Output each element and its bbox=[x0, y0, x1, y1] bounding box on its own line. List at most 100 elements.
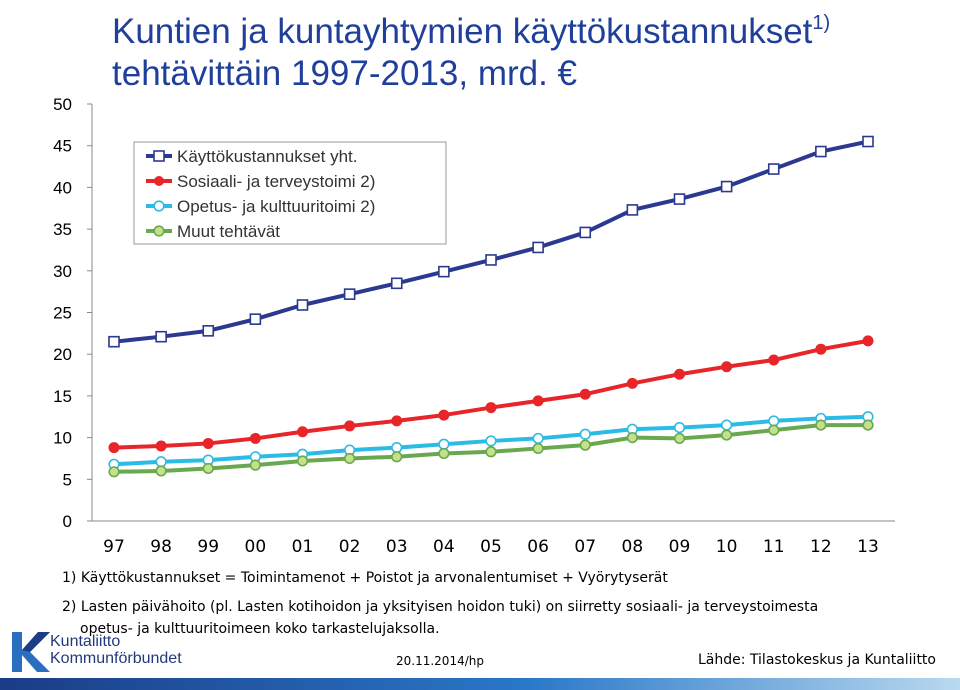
x-tick-label: 97 bbox=[103, 537, 125, 557]
y-tick-label: 45 bbox=[53, 137, 72, 156]
data-point bbox=[344, 420, 356, 432]
logo-line1: Kuntaliitto bbox=[50, 633, 121, 650]
x-tick-label: 10 bbox=[716, 537, 738, 557]
y-tick-label: 20 bbox=[53, 345, 72, 364]
data-point bbox=[720, 180, 733, 193]
chart-title: Kuntien ja kuntayhtymien käyttökustannuk… bbox=[112, 2, 912, 95]
series-1 bbox=[108, 335, 874, 454]
x-tick-label: 08 bbox=[622, 537, 644, 557]
data-point bbox=[673, 432, 686, 445]
x-tick-label: 02 bbox=[339, 537, 361, 557]
data-point bbox=[532, 442, 544, 455]
y-tick-label: 35 bbox=[53, 220, 72, 239]
footnote-1: 1) Käyttökustannukset = Toimintamenot + … bbox=[62, 570, 668, 586]
data-point bbox=[202, 325, 215, 337]
x-tick-label: 11 bbox=[763, 537, 785, 557]
data-point bbox=[391, 415, 403, 427]
data-point bbox=[532, 395, 544, 407]
data-point bbox=[862, 419, 874, 431]
data-point bbox=[343, 288, 356, 300]
data-point bbox=[579, 428, 591, 440]
series-3 bbox=[108, 419, 874, 478]
data-point bbox=[532, 432, 544, 445]
data-point bbox=[862, 335, 874, 347]
legend-swatch-marker bbox=[153, 200, 165, 212]
data-point bbox=[438, 438, 450, 450]
data-point bbox=[108, 335, 120, 348]
data-point bbox=[721, 429, 733, 441]
data-point bbox=[626, 377, 638, 389]
data-point bbox=[155, 465, 167, 477]
footnote-2-line2: opetus- ja kulttuuritoimeen koko tarkast… bbox=[80, 621, 440, 637]
y-tick-label: 40 bbox=[53, 178, 72, 197]
data-point bbox=[626, 204, 639, 216]
data-point bbox=[155, 440, 167, 452]
data-point bbox=[815, 343, 827, 355]
x-tick-label: 98 bbox=[150, 537, 172, 557]
data-point bbox=[390, 277, 403, 290]
data-point bbox=[438, 265, 450, 278]
data-point bbox=[155, 456, 167, 468]
series-0 bbox=[108, 135, 874, 348]
title-footnote-marker: 1) bbox=[812, 12, 831, 34]
x-tick-label: 07 bbox=[574, 537, 596, 557]
data-point bbox=[391, 442, 403, 454]
data-point bbox=[249, 313, 262, 325]
data-point bbox=[673, 421, 686, 434]
date-stamp: 20.11.2014/hp bbox=[396, 654, 484, 668]
y-tick-label: 0 bbox=[63, 512, 72, 531]
title-line2: tehtävittäin 1997-2013, mrd. € bbox=[112, 54, 578, 93]
footer-bar bbox=[0, 678, 960, 690]
y-tick-label: 15 bbox=[53, 387, 72, 406]
data-point bbox=[768, 354, 780, 366]
footnote-2-line1: 2) Lasten päivähoito (pl. Lasten kotihoi… bbox=[62, 599, 819, 615]
footnote-2: 2) Lasten päivähoito (pl. Lasten kotihoi… bbox=[62, 596, 952, 640]
data-point bbox=[815, 419, 827, 431]
data-point bbox=[296, 455, 309, 467]
source-note: Lähde: Tilastokeskus ja Kuntaliitto bbox=[698, 652, 936, 668]
x-tick-label: 99 bbox=[197, 537, 219, 557]
data-point bbox=[721, 419, 733, 431]
logo-text: Kuntaliitto Kommunförbundet bbox=[50, 633, 182, 667]
y-tick-label: 5 bbox=[63, 470, 72, 489]
data-point bbox=[155, 330, 167, 343]
x-tick-label: 03 bbox=[386, 537, 408, 557]
data-point bbox=[532, 241, 544, 254]
chart-legend: Käyttökustannukset yht. Sosiaali- ja terv… bbox=[133, 141, 447, 245]
data-point bbox=[344, 452, 356, 465]
data-point bbox=[202, 462, 214, 475]
data-point bbox=[862, 135, 874, 148]
data-point bbox=[579, 439, 591, 451]
data-point bbox=[108, 466, 120, 478]
data-point bbox=[485, 254, 497, 266]
data-point bbox=[767, 163, 780, 175]
data-point bbox=[579, 388, 591, 400]
legend-item: Käyttökustannukset yht. bbox=[146, 147, 358, 166]
kuntaliitto-logo-icon bbox=[12, 632, 50, 672]
legend-label: Sosiaali- ja terveystoimi 2) bbox=[177, 172, 375, 191]
data-point bbox=[485, 402, 497, 414]
legend-item: Sosiaali- ja terveystoimi 2) bbox=[146, 172, 375, 191]
y-tick-label: 10 bbox=[53, 429, 72, 448]
data-point bbox=[438, 409, 450, 421]
title-line1: Kuntien ja kuntayhtymien käyttökustannuk… bbox=[112, 12, 813, 51]
x-tick-label: 04 bbox=[433, 537, 455, 557]
data-point bbox=[108, 442, 120, 454]
data-point bbox=[721, 361, 733, 373]
legend-item: Opetus- ja kulttuuritoimi 2) bbox=[146, 197, 375, 216]
data-point bbox=[485, 435, 497, 447]
data-point bbox=[579, 226, 592, 239]
legend-box bbox=[133, 141, 447, 245]
data-point bbox=[673, 193, 686, 205]
x-tick-label: 09 bbox=[669, 537, 691, 557]
y-tick-label: 25 bbox=[53, 304, 72, 323]
legend-label: Opetus- ja kulttuuritoimi 2) bbox=[177, 197, 375, 216]
legend-label: Muut tehtävät bbox=[177, 222, 280, 241]
x-tick-label: 01 bbox=[292, 537, 314, 557]
data-point bbox=[626, 432, 638, 444]
logo-line2: Kommunförbundet bbox=[50, 650, 182, 667]
data-point bbox=[296, 299, 309, 311]
data-point bbox=[674, 368, 685, 380]
x-tick-label: 05 bbox=[480, 537, 502, 557]
